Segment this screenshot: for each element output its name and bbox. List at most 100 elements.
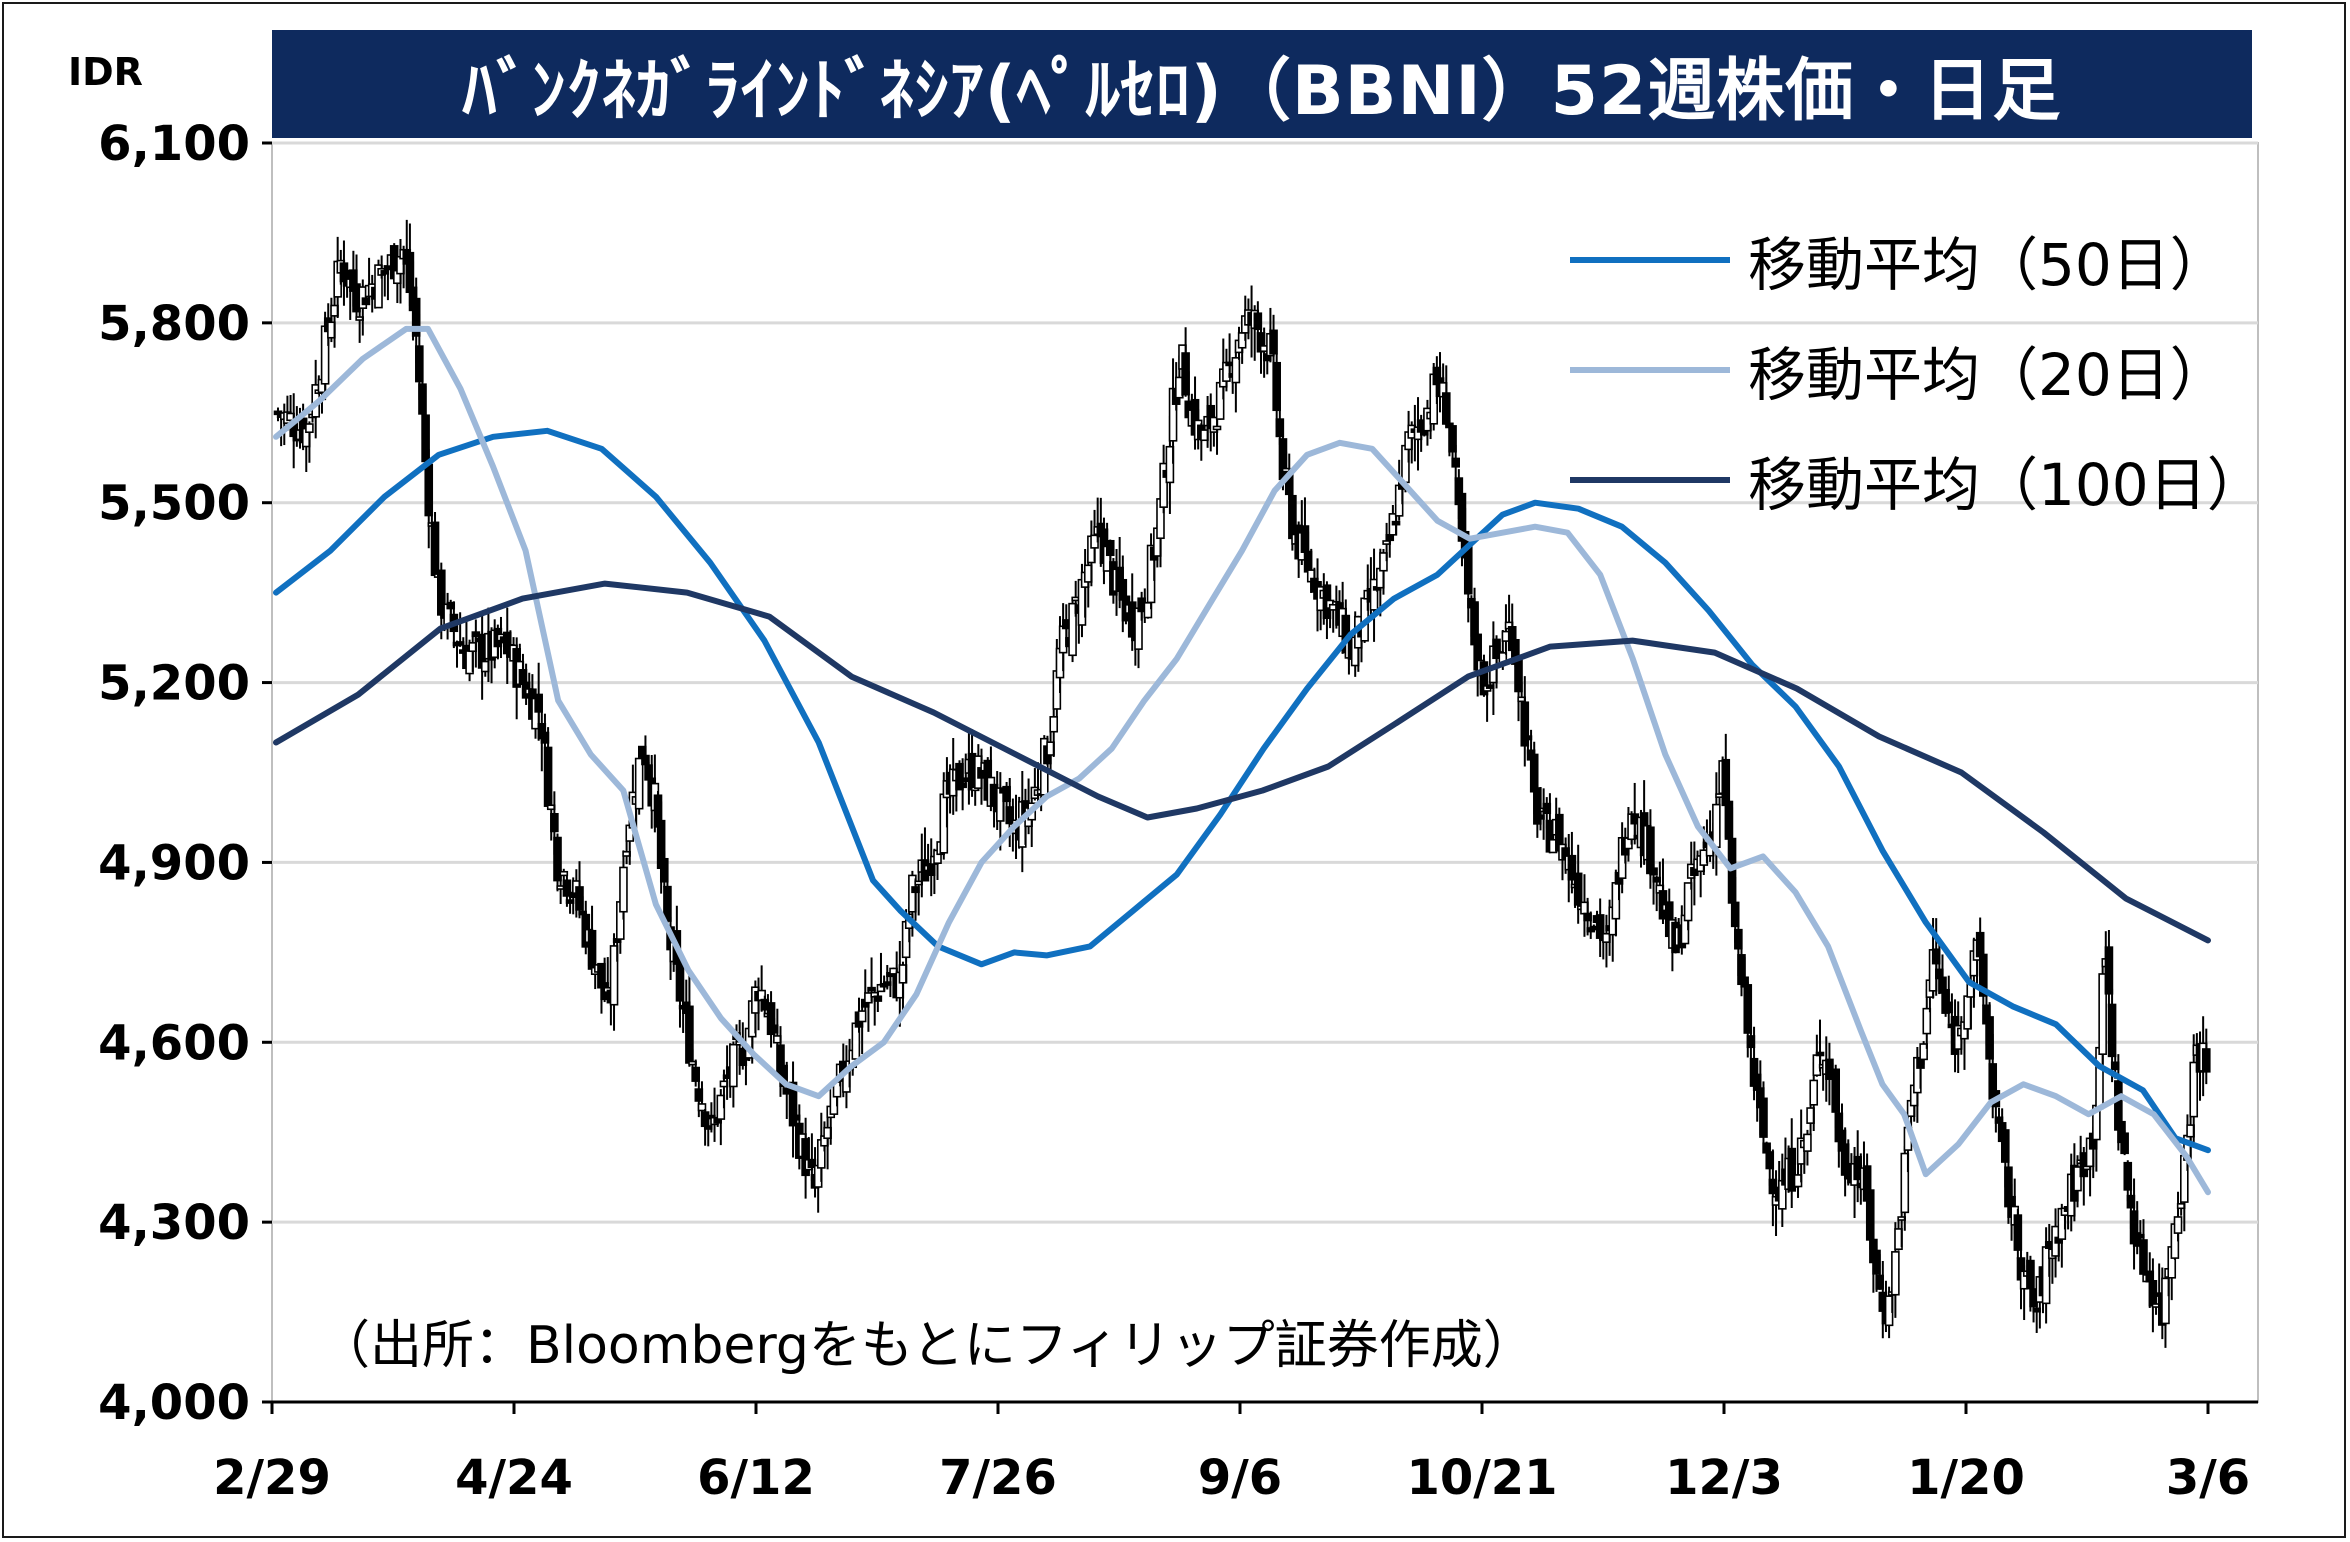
candle-body	[374, 264, 383, 309]
candle-body	[1743, 984, 1753, 1034]
candle-body	[1787, 1147, 1797, 1192]
y-tick-label: 4,300	[98, 1195, 250, 1251]
candle-body	[1573, 872, 1583, 906]
x-tick-label: 1/20	[1907, 1450, 2025, 1506]
x-tick-label: 12/3	[1665, 1450, 1783, 1506]
candle-body	[788, 1081, 798, 1127]
y-tick-label: 5,800	[98, 296, 250, 352]
candle-body	[1803, 1133, 1812, 1152]
candle-body	[1712, 803, 1721, 849]
ma50-line	[273, 427, 2211, 1154]
x-tick-label: 3/6	[2166, 1450, 2250, 1506]
candle-body	[2139, 1239, 2148, 1275]
candle-body	[2161, 1277, 2170, 1325]
source-note: （出所：Bloombergをもとにフィリップ証券作成）	[318, 1316, 1535, 1376]
y-tick-label: 5,500	[98, 476, 250, 532]
x-tick-label: 4/24	[455, 1450, 573, 1506]
candle-body	[1649, 867, 1658, 876]
candle-body	[1231, 357, 1241, 384]
candle-body	[2104, 946, 2114, 995]
x-tick-label: 6/12	[697, 1450, 815, 1506]
candle-body	[2173, 1216, 2183, 1234]
candle-body	[1900, 1152, 1910, 1214]
candle-body	[1269, 329, 1278, 355]
candle-body	[1379, 552, 1388, 572]
candle-body	[361, 297, 371, 306]
y-tick-label: 4,000	[98, 1375, 250, 1431]
y-tick-label: 4,900	[98, 835, 250, 891]
candle-body	[1520, 701, 1530, 747]
candle-body	[1448, 425, 1457, 453]
candle-body	[873, 995, 883, 1002]
candle-body	[1734, 928, 1743, 950]
chart-title: ﾊﾞﾝｸﾈｶﾞﾗｲﾝﾄﾞﾈｼｱ(ﾍﾟﾙｾﾛ)（BBNI）52週株価・日足	[272, 30, 2252, 138]
legend-swatch-ma20	[1570, 367, 1730, 373]
candle-body	[619, 866, 628, 913]
candle-body	[2013, 1214, 2023, 1251]
candle-body	[691, 1066, 700, 1082]
candle-body	[1385, 534, 1395, 542]
candle-body	[2107, 1003, 2117, 1058]
candle-body	[1391, 520, 1401, 526]
legend-label-ma50: 移動平均（50日）	[1748, 231, 2228, 299]
candle-body	[2120, 1132, 2129, 1155]
candle-body	[663, 885, 672, 922]
candle-body	[1683, 882, 1693, 922]
candle-body	[1922, 1007, 1932, 1035]
candle-body	[1105, 539, 1115, 557]
y-tick-label: 6,100	[98, 116, 250, 172]
candle-body	[1165, 445, 1175, 484]
candle-body	[1212, 425, 1222, 431]
legend-swatch-ma100	[1570, 477, 1730, 483]
x-tick-label: 10/21	[1406, 1450, 1557, 1506]
legend-label-ma20: 移動平均（20日）	[1748, 341, 2228, 409]
candle-body	[587, 929, 597, 970]
candle-body	[562, 879, 572, 897]
legend-label-ma100: 移動平均（100日）	[1748, 451, 2265, 519]
x-tick-label: 9/6	[1198, 1450, 1282, 1506]
candle-body	[697, 1103, 707, 1112]
candle-body	[1809, 1079, 1819, 1106]
candle-body	[867, 986, 876, 992]
candle-body	[2201, 1048, 2211, 1073]
candle-body	[1451, 457, 1460, 468]
y-tick-label: 5,200	[98, 656, 250, 712]
candle-body	[1253, 312, 1263, 331]
y-axis-unit: IDR	[68, 50, 143, 94]
legend: 移動平均（50日） 移動平均（20日） 移動平均（100日）	[1570, 205, 2265, 535]
candle-body	[1891, 1251, 1900, 1296]
candle-body	[1865, 1189, 1875, 1241]
candle-body	[430, 521, 440, 577]
candle-body	[2189, 1061, 2199, 1118]
candle-body	[634, 757, 644, 810]
legend-item-ma100: 移動平均（100日）	[1570, 425, 2265, 535]
legend-swatch-ma50	[1570, 257, 1730, 263]
legend-item-ma50: 移動平均（50日）	[1570, 205, 2265, 315]
ma20-line	[273, 325, 2211, 1196]
candle-body	[1068, 602, 1077, 657]
candle-body	[609, 945, 619, 1006]
candle-body	[1272, 361, 1281, 412]
candle-body	[2098, 973, 2107, 1055]
axes: 4,000 4,300 4,600 4,900 5,200 5,500 5,800 6,100…	[98, 116, 2258, 1506]
candle-body	[1831, 1068, 1841, 1113]
candle-body	[1759, 1097, 1768, 1138]
candle-body	[1919, 1043, 1928, 1061]
moving-average-lines	[273, 325, 2211, 1196]
x-tick-label: 2/29	[213, 1450, 331, 1506]
candle-body	[559, 870, 569, 877]
legend-item-ma20: 移動平均（20日）	[1570, 315, 2265, 425]
candle-body	[857, 1010, 867, 1023]
ma100-line	[273, 580, 2211, 944]
candle-body	[550, 812, 559, 833]
candle-body	[1049, 716, 1059, 733]
candle-body	[1369, 578, 1379, 611]
candle-body	[553, 836, 562, 882]
candle-body	[729, 1043, 738, 1088]
y-tick-label: 4,600	[98, 1015, 250, 1071]
candle-body	[1159, 462, 1168, 508]
candle-body	[305, 423, 314, 434]
candle-body	[1815, 1051, 1825, 1057]
